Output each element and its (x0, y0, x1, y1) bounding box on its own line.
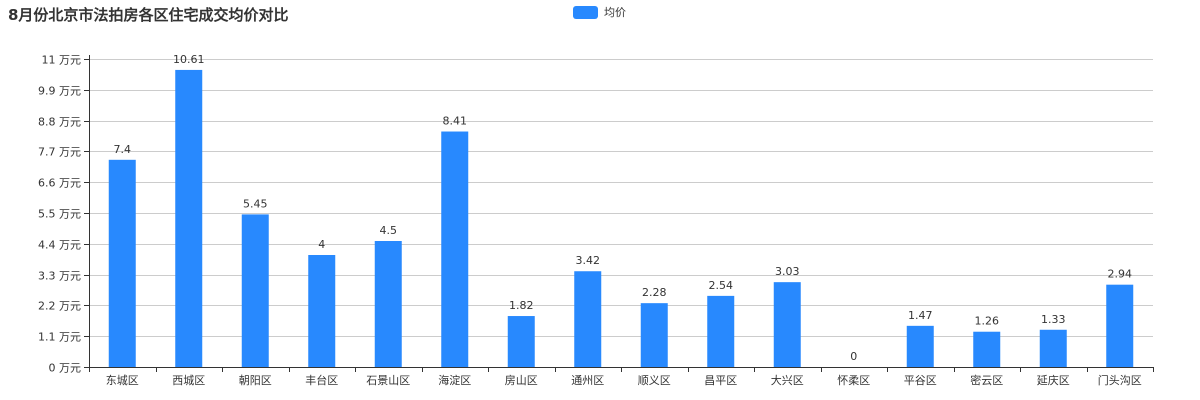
y-tick-label: 6.6 万元 (38, 177, 81, 190)
x-tick-label: 昌平区 (704, 374, 737, 387)
data-label: 2.54 (709, 279, 734, 292)
x-tick-label: 密云区 (970, 373, 1003, 387)
x-tick-label: 朝阳区 (239, 374, 272, 387)
legend-label[interactable]: 均价 (604, 6, 626, 19)
data-label: 8.41 (443, 115, 468, 128)
x-tick-label: 西城区 (172, 374, 205, 387)
data-label: 7.4 (114, 143, 132, 156)
y-tick-label: 5.5 万元 (38, 208, 81, 221)
x-tick-label: 怀柔区 (837, 374, 870, 387)
bar (1039, 329, 1067, 367)
data-label: 3.03 (775, 265, 800, 278)
bar (241, 214, 269, 367)
x-tick-label: 通州区 (571, 374, 604, 387)
data-label: 5.45 (243, 197, 268, 210)
bar (906, 325, 934, 367)
x-tick-label: 门头沟区 (1098, 373, 1142, 387)
bar (308, 255, 336, 367)
y-tick-label: 7.7 万元 (38, 146, 81, 159)
x-tick-label: 丰台区 (305, 373, 338, 387)
data-label: 1.82 (509, 299, 534, 312)
data-label: 2.94 (1108, 268, 1133, 281)
data-label: 1.47 (908, 309, 933, 322)
data-label: 2.28 (642, 286, 667, 299)
y-tick-label: 1.1 万元 (38, 331, 81, 344)
x-tick-label: 石景山区 (366, 374, 410, 387)
bar (507, 316, 535, 367)
data-label: 4.5 (380, 224, 398, 237)
chart-title: 8月份北京市法拍房各区住宅成交均价对比 (8, 6, 289, 24)
data-label: 0 (850, 350, 857, 363)
data-label: 10.61 (173, 53, 205, 66)
data-label: 1.33 (1041, 313, 1066, 326)
y-tick-label: 8.8 万元 (38, 116, 81, 129)
y-tick-label: 0 万元 (49, 362, 82, 375)
bar (707, 295, 735, 367)
x-tick-label: 顺义区 (638, 374, 671, 387)
data-label: 3.42 (576, 254, 601, 267)
y-tick-label: 9.9 万元 (38, 85, 81, 98)
bar (1106, 284, 1134, 367)
bar (773, 282, 801, 367)
y-tick-label: 4.4 万元 (38, 239, 81, 252)
y-tick-label: 2.2 万元 (38, 300, 81, 313)
legend[interactable]: 均价 (573, 4, 626, 20)
x-tick-label: 海淀区 (438, 373, 471, 387)
x-tick-label: 东城区 (106, 374, 139, 387)
y-tick-label: 3.3 万元 (38, 270, 81, 283)
data-label: 4 (318, 238, 325, 251)
x-tick-label: 大兴区 (771, 373, 804, 387)
y-tick-label: 11 万元 (42, 54, 82, 67)
data-label: 1.26 (975, 315, 1000, 328)
bar (175, 69, 203, 368)
legend-swatch[interactable] (573, 5, 598, 19)
x-tick-label: 房山区 (505, 374, 538, 387)
x-tick-label: 平谷区 (904, 374, 937, 387)
bar (441, 131, 469, 367)
bar (108, 159, 136, 367)
bar (640, 303, 668, 367)
bar (574, 271, 602, 367)
bar (374, 241, 402, 367)
x-tick-label: 延庆区 (1037, 373, 1070, 387)
bar (973, 331, 1001, 367)
